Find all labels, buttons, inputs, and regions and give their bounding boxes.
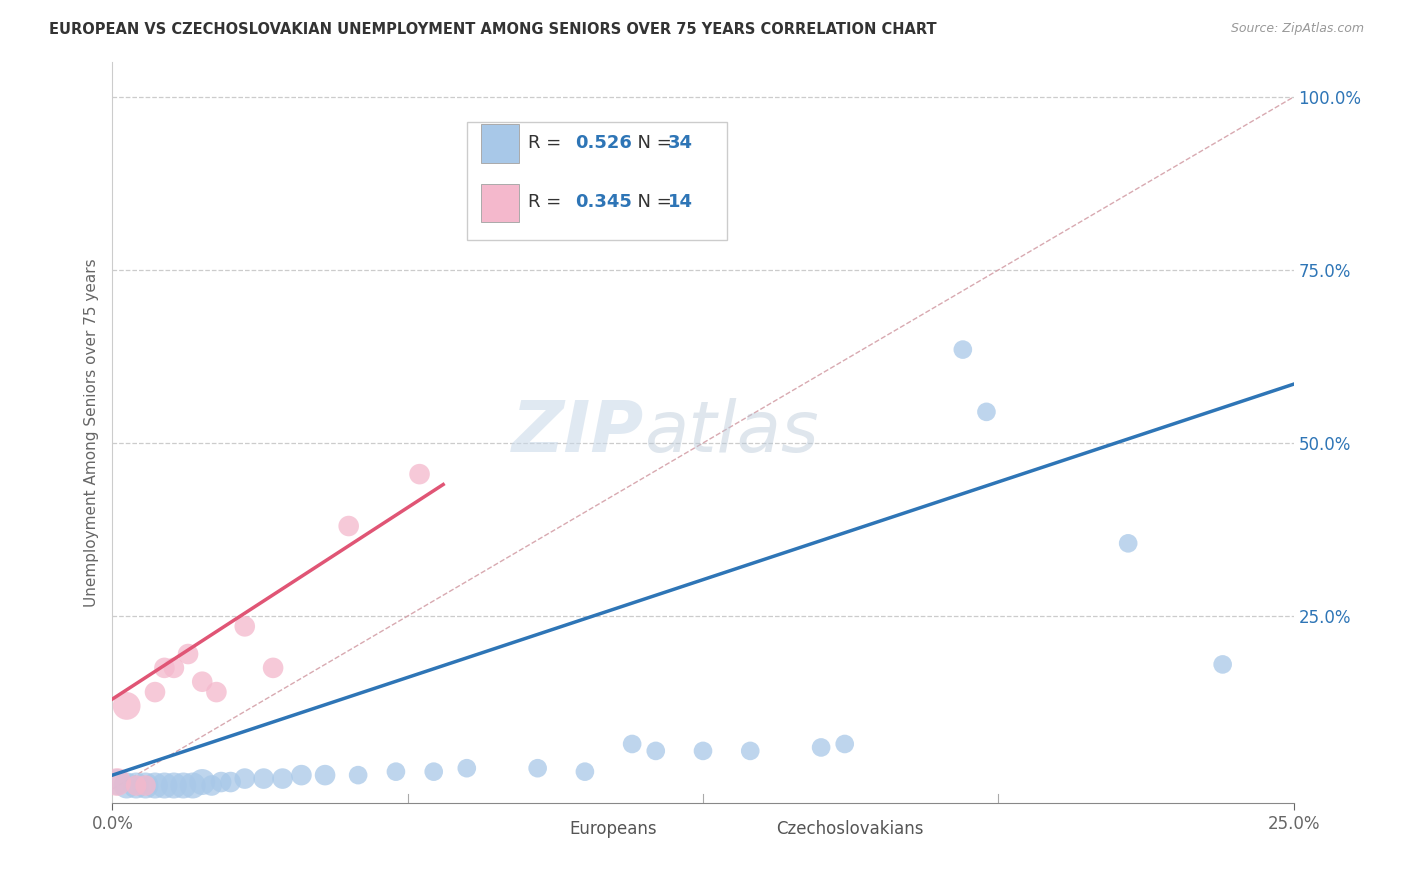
Point: [105, 775, 128, 789]
Text: Czechoslovakians: Czechoslovakians: [776, 821, 924, 838]
Point: [644, 744, 666, 758]
Point: [621, 737, 644, 751]
FancyBboxPatch shape: [467, 121, 727, 240]
FancyBboxPatch shape: [531, 815, 561, 844]
Text: atlas: atlas: [644, 398, 818, 467]
Text: EUROPEAN VS CZECHOSLOVAKIAN UNEMPLOYMENT AMONG SENIORS OVER 75 YEARS CORRELATION: EUROPEAN VS CZECHOSLOVAKIAN UNEMPLOYMENT…: [49, 22, 936, 37]
Point: [692, 744, 714, 758]
Y-axis label: Unemployment Among Seniors over 75 years: Unemployment Among Seniors over 75 years: [83, 259, 98, 607]
Point: [172, 779, 194, 793]
Point: [153, 661, 176, 675]
Point: [233, 619, 256, 633]
Point: [105, 775, 128, 789]
FancyBboxPatch shape: [481, 125, 519, 163]
Point: [143, 685, 166, 699]
Point: [205, 685, 228, 699]
Point: [574, 764, 596, 779]
Point: [115, 698, 138, 713]
Text: ZIP: ZIP: [512, 398, 644, 467]
FancyBboxPatch shape: [481, 184, 519, 222]
Text: N =: N =: [626, 134, 678, 152]
Point: [233, 772, 256, 786]
Point: [976, 405, 998, 419]
Point: [456, 761, 478, 775]
Point: [143, 779, 166, 793]
Point: [209, 775, 232, 789]
FancyBboxPatch shape: [738, 815, 768, 844]
Point: [135, 779, 157, 793]
Point: [347, 768, 370, 782]
Text: 14: 14: [668, 194, 693, 211]
Text: R =: R =: [529, 194, 567, 211]
Point: [125, 779, 148, 793]
Point: [181, 779, 204, 793]
Point: [337, 519, 360, 533]
Point: [115, 779, 138, 793]
Point: [740, 744, 762, 758]
Point: [201, 779, 224, 793]
Point: [271, 772, 294, 786]
Point: [952, 343, 974, 357]
Point: [163, 661, 186, 675]
Text: 34: 34: [668, 134, 693, 152]
Point: [1212, 657, 1234, 672]
Text: 0.345: 0.345: [575, 194, 633, 211]
Point: [290, 768, 312, 782]
Point: [177, 647, 200, 661]
Text: Source: ZipAtlas.com: Source: ZipAtlas.com: [1230, 22, 1364, 36]
Point: [526, 761, 548, 775]
Point: [385, 764, 408, 779]
Point: [262, 661, 284, 675]
Point: [810, 740, 832, 755]
Text: Europeans: Europeans: [569, 821, 657, 838]
Point: [191, 674, 214, 689]
Point: [422, 764, 444, 779]
Point: [219, 775, 242, 789]
Point: [834, 737, 856, 751]
Point: [163, 779, 186, 793]
Point: [253, 772, 276, 786]
Point: [1116, 536, 1139, 550]
Text: N =: N =: [626, 194, 678, 211]
Point: [153, 779, 176, 793]
Point: [135, 779, 157, 793]
Text: R =: R =: [529, 134, 567, 152]
Point: [125, 779, 148, 793]
Point: [314, 768, 336, 782]
Point: [191, 775, 214, 789]
Text: 0.526: 0.526: [575, 134, 633, 152]
Point: [408, 467, 430, 482]
